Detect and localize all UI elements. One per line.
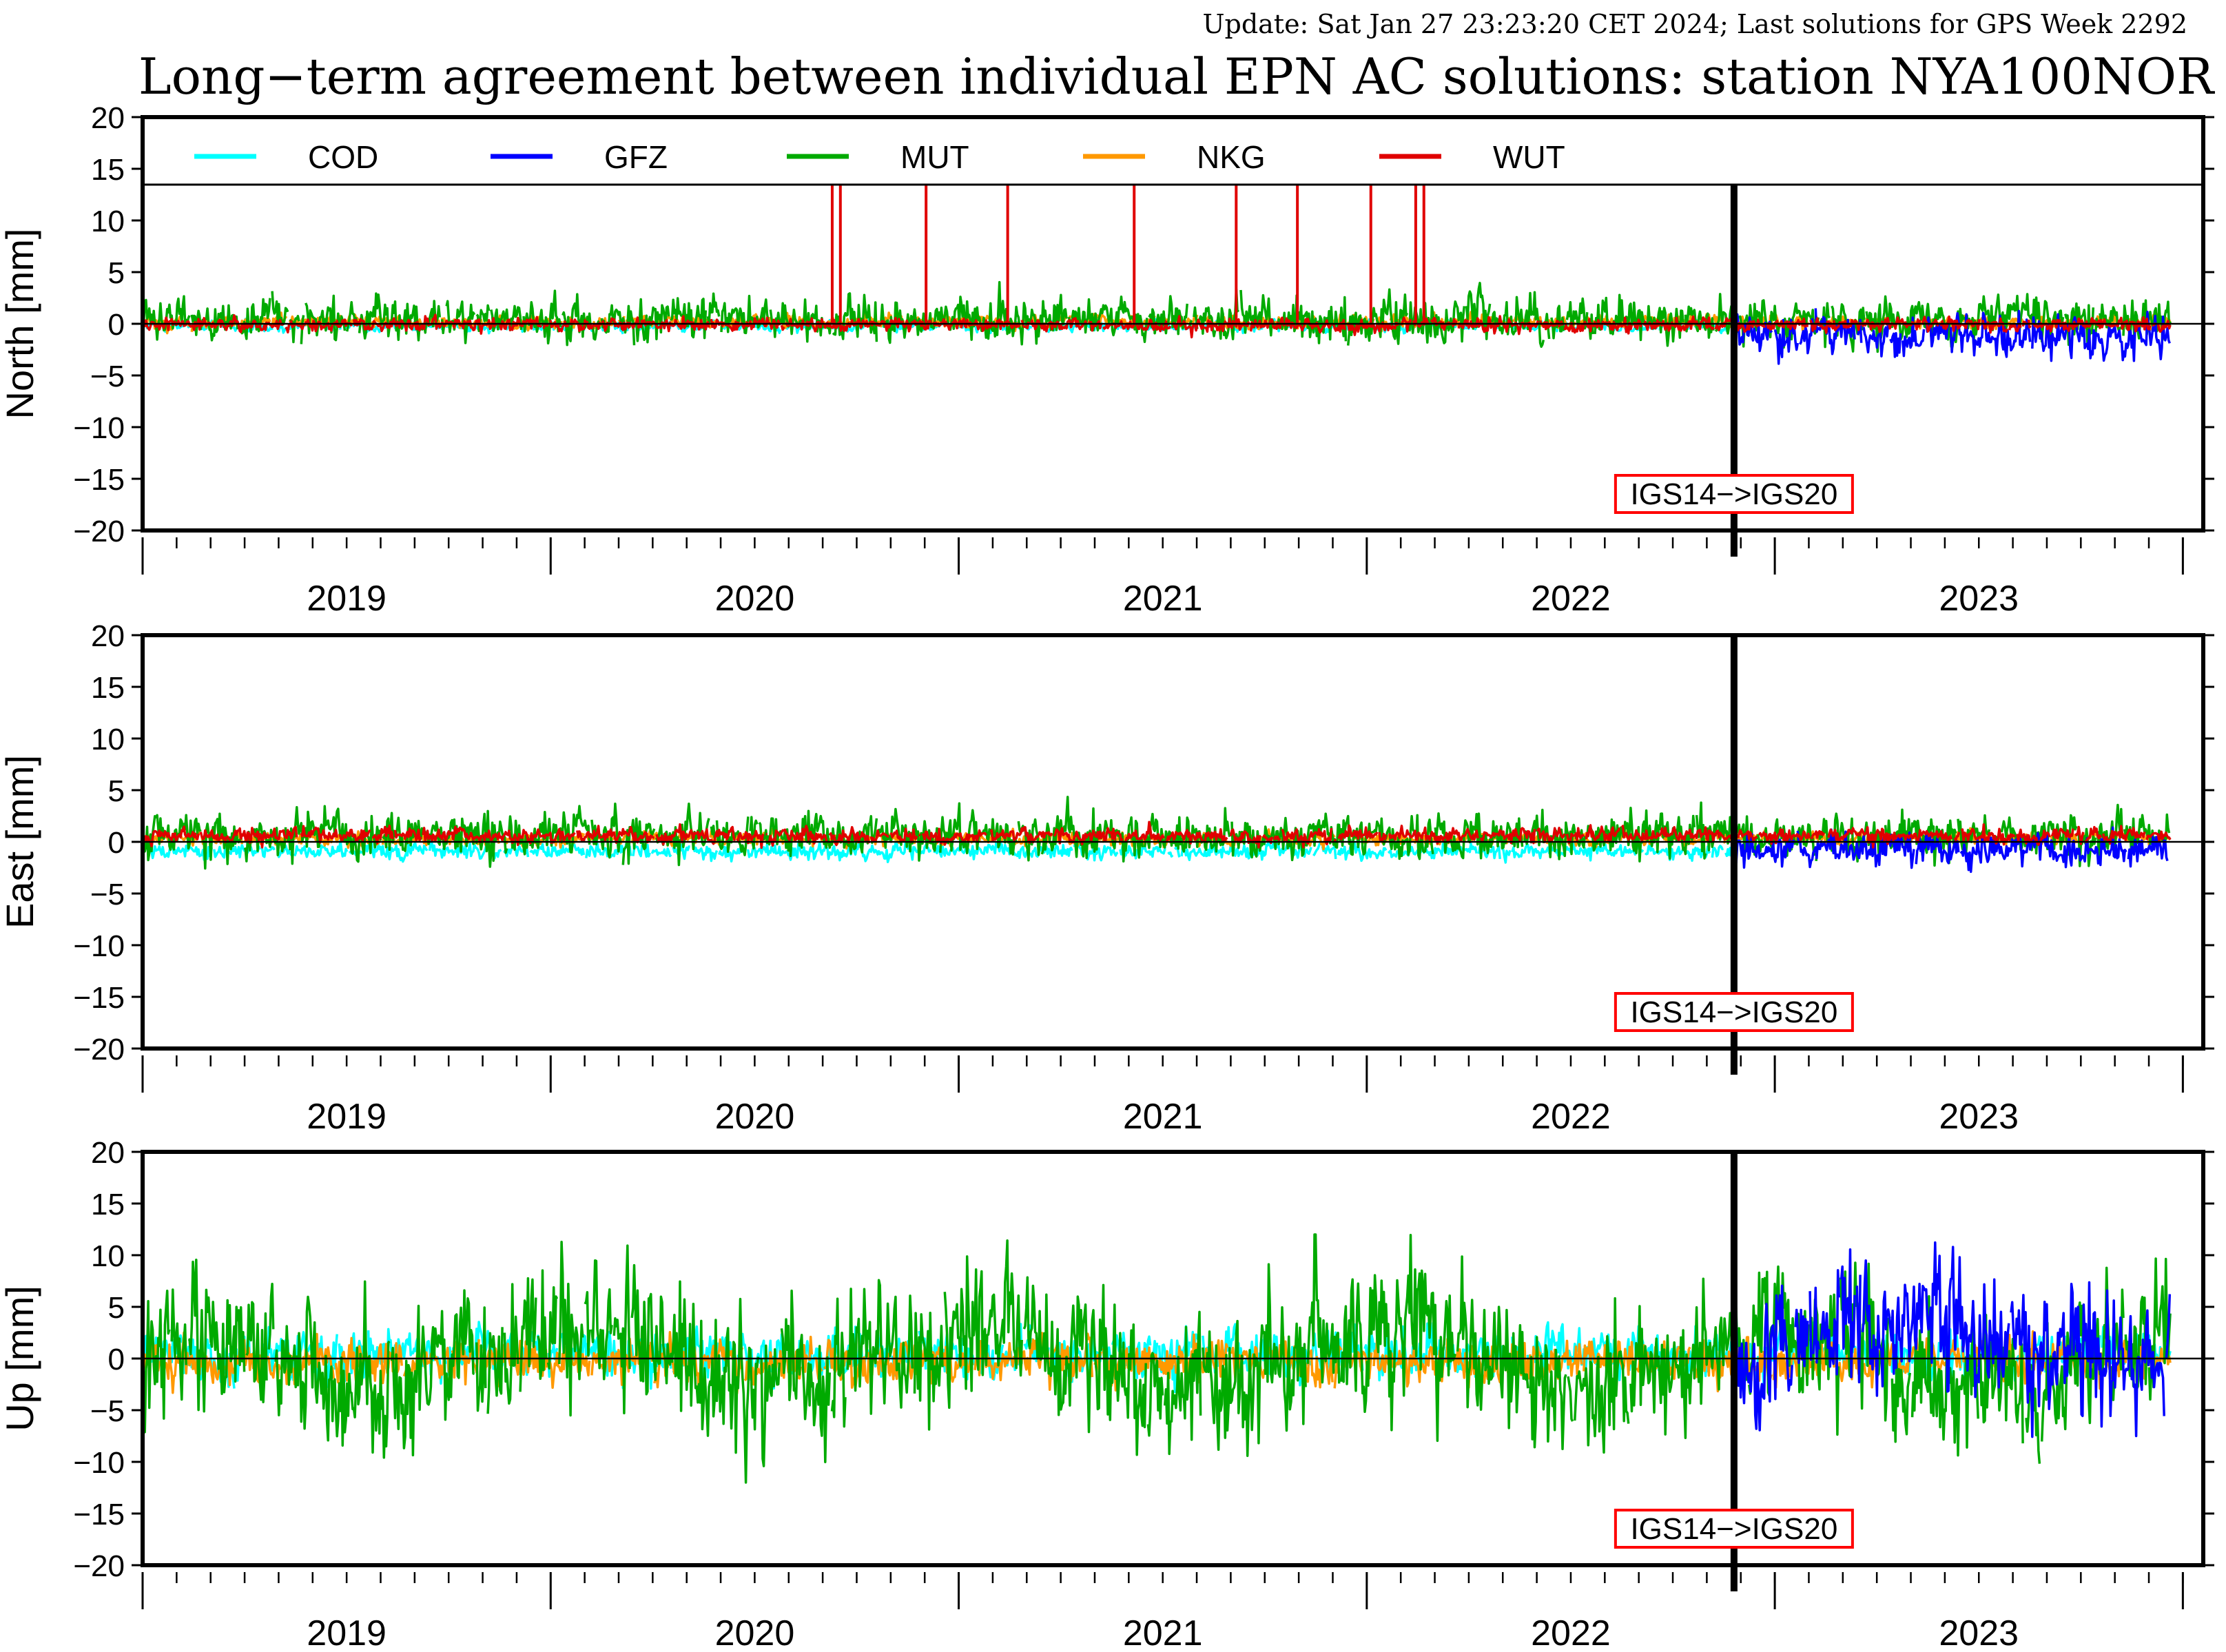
y-axis-label: Up [mm] <box>0 1286 41 1432</box>
plot-frame-overlay <box>141 115 2205 533</box>
y-tick-label: −15 <box>73 1498 125 1531</box>
y-tick-label: 10 <box>91 205 125 238</box>
annotation-box <box>1614 992 1854 1032</box>
legend-label-cod: COD <box>308 139 378 175</box>
y-tick-label: 20 <box>91 619 125 653</box>
annotation-label: IGS14−>IGS20 <box>1630 1512 1837 1546</box>
y-tick-label: 20 <box>91 1136 125 1170</box>
y-tick-label: 0 <box>108 826 125 860</box>
y-tick-label: 0 <box>108 308 125 342</box>
x-tick-label: 2019 <box>307 1613 387 1652</box>
y-tick-label: 10 <box>91 723 125 756</box>
x-tick-label: 2022 <box>1531 1097 1611 1137</box>
x-tick-label: 2022 <box>1531 579 1611 619</box>
series-cod-line <box>143 837 1734 864</box>
y-tick-label: 15 <box>91 1188 125 1221</box>
x-tick-label: 2023 <box>1939 579 2019 619</box>
y-tick-label: −20 <box>73 1549 125 1583</box>
y-tick-label: 15 <box>91 153 125 187</box>
panel-north: 20 15 10 5 0 −5 −10 −15 −20 North [mm] 2019 2020 202… <box>0 101 2214 619</box>
series-wut-line <box>143 820 2172 849</box>
annotation-label: IGS14−>IGS20 <box>1630 477 1837 511</box>
y-tick-label: 5 <box>108 1291 125 1325</box>
y-tick-label: −10 <box>73 1446 125 1480</box>
chart-title: Long−term agreement between individual E… <box>138 48 2215 105</box>
y-tick-label: −5 <box>90 1394 125 1428</box>
legend-label-gfz: GFZ <box>604 139 668 175</box>
update-text: Update: Sat Jan 27 23:23:20 CET 2024; La… <box>1202 9 2187 39</box>
annotation-label: IGS14−>IGS20 <box>1630 995 1837 1029</box>
y-axis-label: East [mm] <box>0 755 41 929</box>
annotation-box <box>1614 474 1854 514</box>
series-group <box>143 796 2172 872</box>
y-tick-label: 15 <box>91 671 125 705</box>
y-tick-label: 5 <box>108 774 125 808</box>
x-tick-label: 2021 <box>1123 579 1203 619</box>
x-tick-label: 2022 <box>1531 1613 1611 1652</box>
y-tick-label: −15 <box>73 463 125 497</box>
y-tick-label: −10 <box>73 929 125 963</box>
legend-label-mut: MUT <box>900 139 969 175</box>
x-tick-label: 2021 <box>1123 1613 1203 1652</box>
legend-label-wut: WUT <box>1493 139 1565 175</box>
y-tick-label: −15 <box>73 981 125 1015</box>
panel-east: 20 15 10 5 0 −5 −10 −15 −20 East [mm] 2019 2020 2021… <box>0 619 2214 1137</box>
x-tick-label: 2019 <box>307 1097 387 1137</box>
y-tick-label: −20 <box>73 515 125 548</box>
y-tick-label: −20 <box>73 1033 125 1066</box>
x-tick-label: 2023 <box>1939 1613 2019 1652</box>
series-group <box>143 1233 2172 1484</box>
y-tick-label: −10 <box>73 411 125 445</box>
y-tick-label: 20 <box>91 101 125 135</box>
annotation-box <box>1614 1509 1854 1549</box>
y-tick-label: −5 <box>90 878 125 911</box>
legend-label-nkg: NKG <box>1197 139 1266 175</box>
y-tick-label: −5 <box>90 360 125 393</box>
y-tick-label: 5 <box>108 256 125 290</box>
x-tick-label: 2020 <box>715 1097 795 1137</box>
x-tick-label: 2020 <box>715 1613 795 1652</box>
x-tick-label: 2020 <box>715 579 795 619</box>
panel-up: 20 15 10 5 0 −5 −10 −15 −20 Up [mm] 2019 2020 2021 20… <box>0 1136 2214 1652</box>
y-tick-label: 0 <box>108 1343 125 1376</box>
legend-background <box>143 117 2203 185</box>
x-tick-label: 2023 <box>1939 1097 2019 1137</box>
y-axis-label: North [mm] <box>0 229 41 420</box>
y-tick-label: 10 <box>91 1239 125 1273</box>
x-tick-label: 2021 <box>1123 1097 1203 1137</box>
x-tick-label: 2019 <box>307 579 387 619</box>
legend: COD GFZ MUT NKG WUT <box>194 139 1565 175</box>
